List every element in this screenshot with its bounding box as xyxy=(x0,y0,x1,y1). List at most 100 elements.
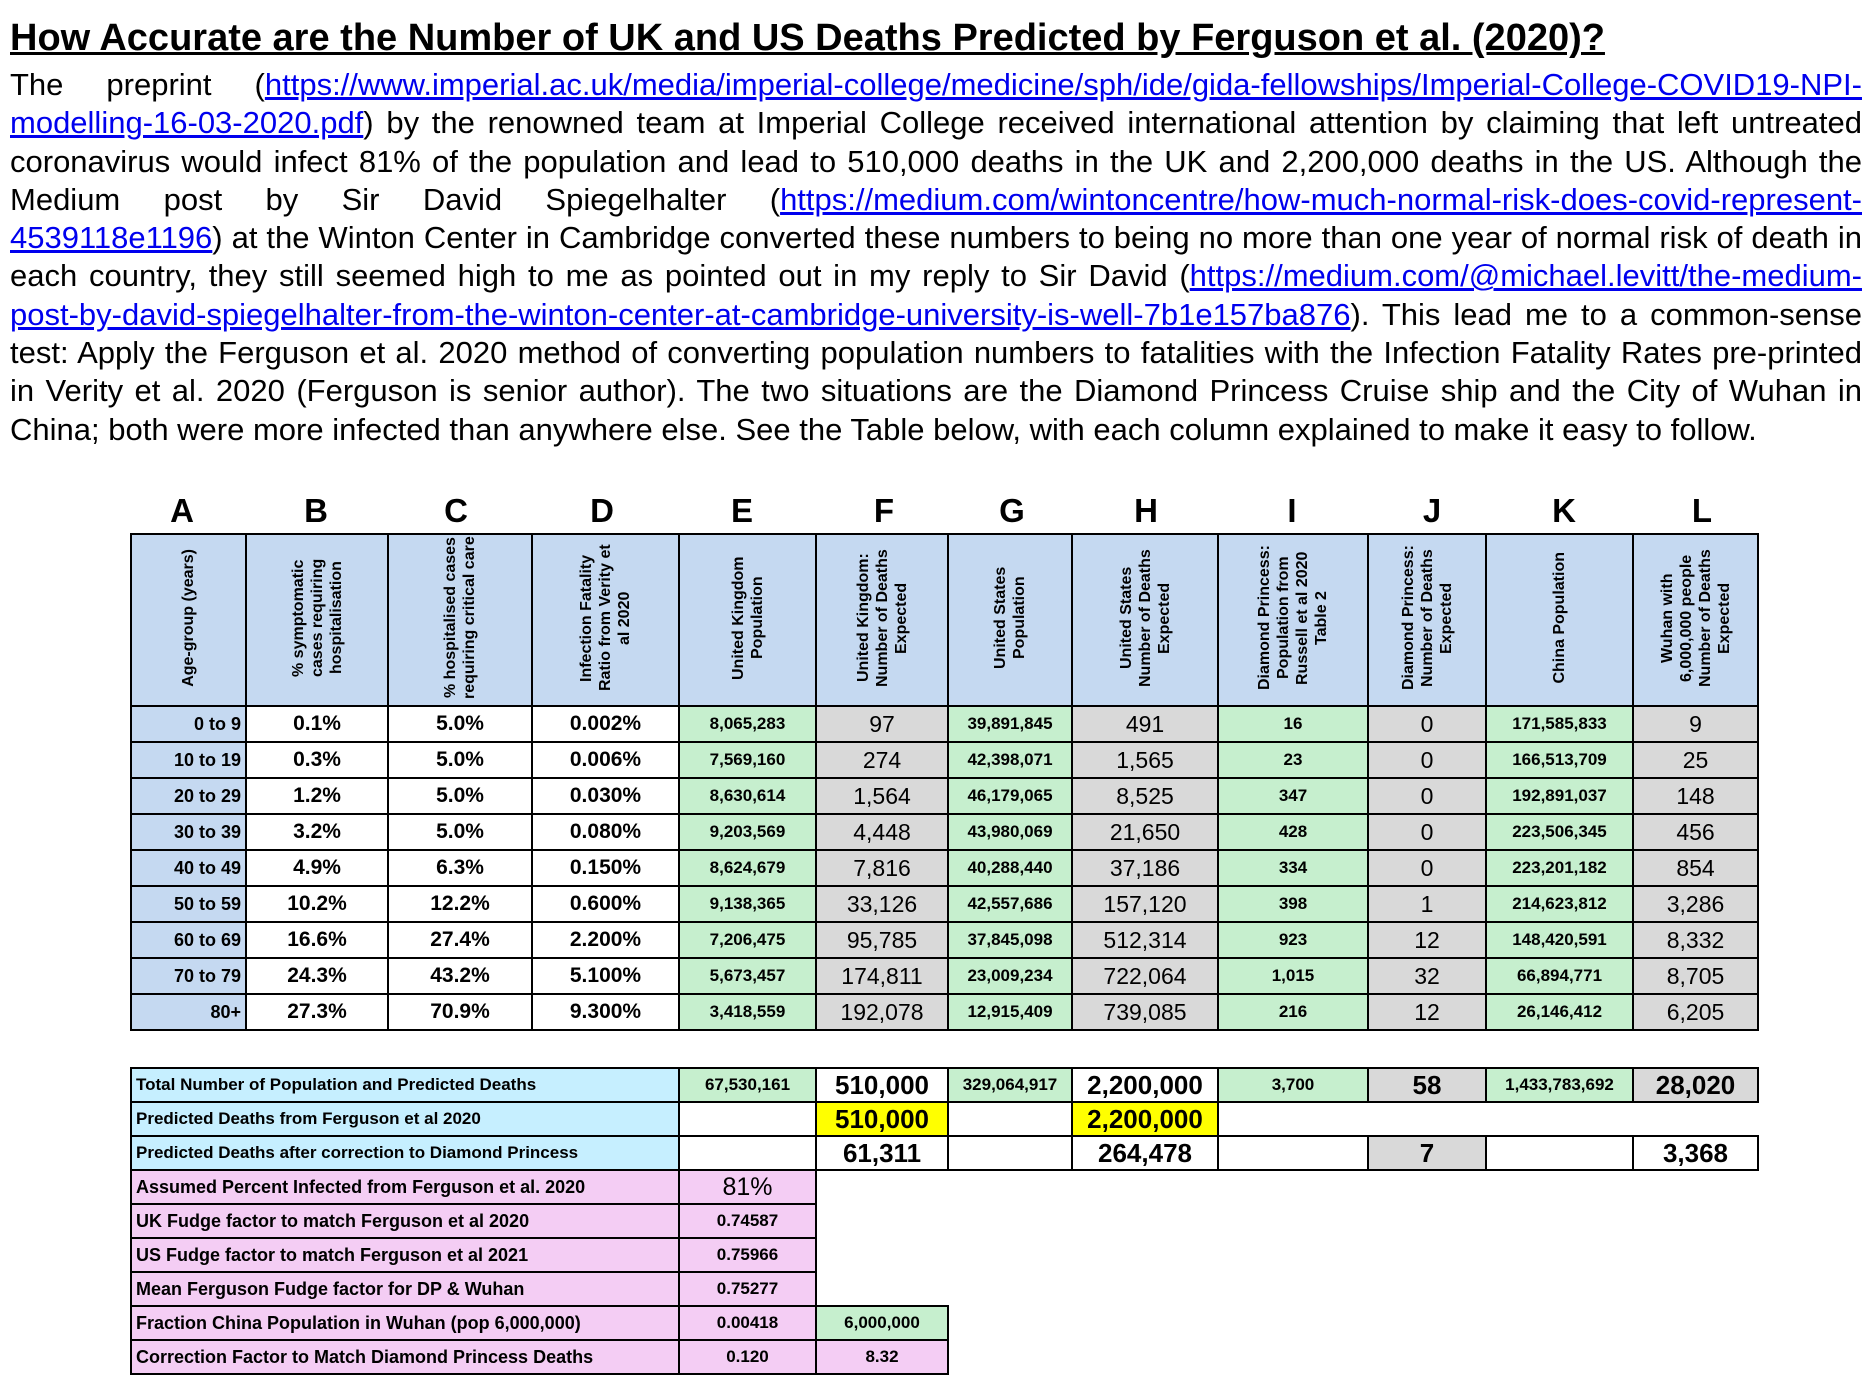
para-text-2: ) by the renowned team at Imperial Colle… xyxy=(10,105,1862,217)
ferguson-row: Predicted Deaths from Ferguson et al 202… xyxy=(130,1101,1758,1137)
table-cell: 0.002% xyxy=(531,705,680,743)
column-header-label: Wuhan with 6,000,000 people Number of De… xyxy=(1658,548,1733,687)
parameter-value: 0.74587 xyxy=(678,1203,817,1239)
column-letters: A B C D E F G H I J K L xyxy=(130,492,1764,529)
table-cell: 214,623,812 xyxy=(1485,885,1634,923)
table-cell: 20 to 29 xyxy=(130,777,247,815)
column-header-label: Infection Fatality Ratio from Verity et … xyxy=(578,544,633,691)
column-header-label: Age-group (years) xyxy=(180,548,197,687)
parameter-row: Mean Ferguson Fudge factor for DP & Wuha… xyxy=(130,1271,1758,1307)
table-cell: 43,980,069 xyxy=(947,813,1073,851)
table-cell: 5.0% xyxy=(387,741,533,779)
empty-cell xyxy=(678,1135,817,1171)
table-cell: 7,206,475 xyxy=(678,921,817,959)
table-cell: 0 xyxy=(1367,813,1487,851)
table-cell: 8,624,679 xyxy=(678,849,817,887)
table-cell: 70.9% xyxy=(387,993,533,1031)
table-cell: 66,894,771 xyxy=(1485,957,1634,995)
intro-paragraph: The preprint (https://www.imperial.ac.uk… xyxy=(10,66,1862,449)
table-cell: 491 xyxy=(1071,705,1219,743)
table-cell: 37,845,098 xyxy=(947,921,1073,959)
column-header-label: United States Number of Deaths Expected xyxy=(1117,548,1173,687)
table-cell: 1.2% xyxy=(245,777,389,815)
table-cell: 0.600% xyxy=(531,885,680,923)
parameter-label: Fraction China Population in Wuhan (pop … xyxy=(130,1305,680,1341)
column-header-label: % hospitalised cases requiring critical … xyxy=(442,536,478,699)
parameter-label: Assumed Percent Infected from Ferguson e… xyxy=(130,1169,680,1205)
table-cell: 4,448 xyxy=(815,813,949,851)
table-cell: 39,891,845 xyxy=(947,705,1073,743)
table-cell: 722,064 xyxy=(1071,957,1219,995)
table-cell: 8,630,614 xyxy=(678,777,817,815)
parameter-row: Assumed Percent Infected from Ferguson e… xyxy=(130,1169,1758,1205)
column-header-label: Diamond Princess: Population from Russel… xyxy=(1256,545,1330,690)
table-cell: 0.006% xyxy=(531,741,680,779)
table-cell: 216 xyxy=(1217,993,1369,1031)
total-cell: 329,064,917 xyxy=(947,1067,1073,1103)
total-cell: 58 xyxy=(1367,1067,1487,1103)
table-cell: 0 xyxy=(1367,705,1487,743)
table-row: 0 to 9 0.1% 5.0% 0.002% 8,065,283 97 39,891,84… xyxy=(130,705,1759,743)
total-cell: 67,530,161 xyxy=(678,1067,817,1103)
corrected-row: Predicted Deaths after correction to Dia… xyxy=(130,1135,1759,1171)
para-text-4: ). This lead me to a common-sense test: … xyxy=(10,296,1862,447)
table-cell: 12,915,409 xyxy=(947,993,1073,1031)
empty-cell xyxy=(947,1101,1073,1137)
column-header: United Kingdom Population xyxy=(678,533,817,707)
table-row: 10 to 19 0.3% 5.0% 0.006% 7,569,160 274 42,398… xyxy=(130,741,1759,779)
table-cell: 16 xyxy=(1217,705,1369,743)
table-row: 40 to 49 4.9% 6.3% 0.150% 8,624,679 7,816 40,2… xyxy=(130,849,1759,887)
table-cell: 5,673,457 xyxy=(678,957,817,995)
levitt-link[interactable]: https://medium.com/@michael.levitt/the-m… xyxy=(10,258,1862,332)
table-cell: 42,398,071 xyxy=(947,741,1073,779)
table-cell: 42,557,686 xyxy=(947,885,1073,923)
column-header: United Kingdom: Number of Deaths Expecte… xyxy=(815,533,949,707)
table-cell: 148 xyxy=(1632,777,1759,815)
table-cell: 32 xyxy=(1367,957,1487,995)
table-cell: 428 xyxy=(1217,813,1369,851)
table-cell: 8,332 xyxy=(1632,921,1759,959)
table-cell: 30 to 39 xyxy=(130,813,247,851)
total-row: Total Number of Population and Predicted… xyxy=(130,1067,1759,1103)
total-cell: 3,700 xyxy=(1217,1067,1369,1103)
table-cell: 3.2% xyxy=(245,813,389,851)
table-cell: 5.100% xyxy=(531,957,680,995)
column-header: % symptomatic cases requiring hospitalis… xyxy=(245,533,389,707)
parameter-value: 0.75277 xyxy=(678,1271,817,1307)
column-letter: B xyxy=(304,492,328,529)
column-header-label: United Kingdom Population xyxy=(729,555,766,680)
table-cell: 512,314 xyxy=(1071,921,1219,959)
spiegelhalter-link[interactable]: https://medium.com/wintoncentre/how-much… xyxy=(10,181,1862,256)
column-header: United States Population xyxy=(947,533,1073,707)
column-letter: C xyxy=(444,492,468,529)
table-cell: 33,126 xyxy=(815,885,949,923)
corrected-us-deaths: 264,478 xyxy=(1071,1135,1219,1171)
column-header-label: United Kingdom: Number of Deaths Expecte… xyxy=(854,548,910,687)
table-cell: 854 xyxy=(1632,849,1759,887)
table-cell: 0.030% xyxy=(531,777,680,815)
parameter-row: Fraction China Population in Wuhan (pop … xyxy=(130,1305,1758,1341)
ferguson-uk-deaths: 510,000 xyxy=(815,1101,949,1137)
table-row: 30 to 39 3.2% 5.0% 0.080% 9,203,569 4,448 43,9… xyxy=(130,813,1759,851)
imperial-link[interactable]: https://www.imperial.ac.uk/media/imperia… xyxy=(10,67,1862,141)
table-cell: 27.3% xyxy=(245,993,389,1031)
column-header: Infection Fatality Ratio from Verity et … xyxy=(531,533,680,707)
column-header-label: United States Population xyxy=(992,566,1028,669)
table-cell: 9,203,569 xyxy=(678,813,817,851)
table-cell: 0.3% xyxy=(245,741,389,779)
table-cell: 223,506,345 xyxy=(1485,813,1634,851)
parameter-label: UK Fudge factor to match Ferguson et al … xyxy=(130,1203,680,1239)
column-letter: H xyxy=(1134,492,1158,529)
table-cell: 157,120 xyxy=(1071,885,1219,923)
age-group-table: Age-group (years) % symptomatic cases req… xyxy=(130,533,1759,1031)
table-cell: 739,085 xyxy=(1071,993,1219,1031)
table-cell: 5.0% xyxy=(387,777,533,815)
column-header: Wuhan with 6,000,000 people Number of De… xyxy=(1632,533,1759,707)
table-cell: 274 xyxy=(815,741,949,779)
table-cell: 3,286 xyxy=(1632,885,1759,923)
table-cell: 25 xyxy=(1632,741,1759,779)
table-cell: 166,513,709 xyxy=(1485,741,1634,779)
ferguson-label: Predicted Deaths from Ferguson et al 202… xyxy=(130,1101,680,1137)
table-cell: 1,564 xyxy=(815,777,949,815)
parameter-extra: 8.32 xyxy=(815,1339,949,1375)
